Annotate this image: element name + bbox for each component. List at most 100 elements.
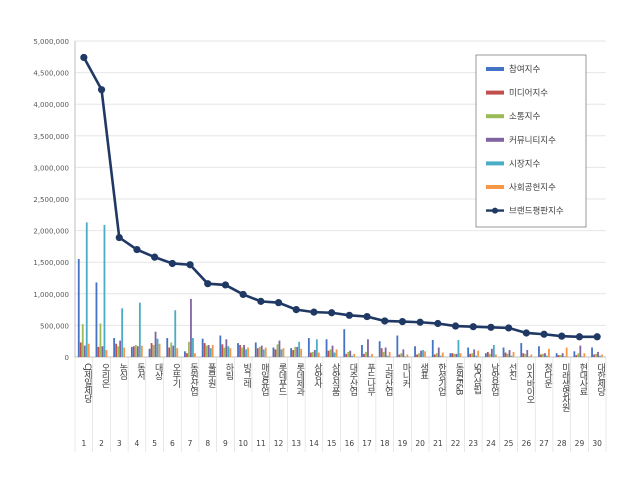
line-point [310, 308, 318, 316]
y-tick-label: 5,000,000 [33, 38, 69, 46]
rank-label: 13 [291, 439, 301, 448]
bar [591, 347, 593, 357]
bar [349, 350, 352, 357]
bar [130, 346, 133, 357]
rank-label: 22 [451, 439, 461, 448]
bar [241, 347, 243, 357]
bar [313, 350, 316, 357]
bar [188, 341, 190, 357]
bar [221, 344, 224, 357]
bar [522, 353, 525, 357]
bar [369, 356, 371, 357]
category-label: 매일유업 [259, 363, 269, 396]
line-point [575, 333, 584, 341]
rank-label: 29 [575, 439, 585, 448]
bar [282, 348, 285, 357]
bar [524, 353, 527, 357]
legend-label: 소통지수 [509, 112, 540, 122]
rank-label: 30 [592, 439, 602, 448]
bar [87, 343, 90, 357]
bar [333, 352, 336, 357]
bar [258, 346, 261, 357]
bar [105, 350, 108, 357]
category-label: 동원산업 [188, 363, 198, 396]
line-point [434, 319, 442, 328]
bar [329, 349, 332, 357]
bar [209, 348, 212, 357]
bar [601, 354, 603, 357]
bar [132, 346, 135, 357]
bar [486, 351, 489, 357]
category-label: 삼양사 [312, 363, 322, 389]
bar [237, 343, 239, 357]
category-label: 동서 [135, 363, 145, 381]
rank-label: 8 [205, 439, 210, 448]
bar [378, 341, 381, 357]
bar [154, 331, 157, 357]
bar [186, 353, 188, 357]
bar [205, 345, 208, 357]
bar [538, 346, 540, 357]
bar [455, 353, 458, 357]
bar [418, 353, 420, 357]
bar [260, 345, 263, 357]
bar [170, 342, 173, 357]
y-tick-label: 3,500,000 [33, 133, 69, 141]
bar [345, 353, 348, 357]
bar [396, 335, 399, 357]
bar [471, 353, 474, 357]
line-point [363, 312, 371, 321]
legend-label: 커뮤니티지수 [509, 135, 556, 146]
category-label: 오뚜기 [170, 363, 180, 389]
bar [156, 338, 159, 357]
bar [243, 344, 245, 357]
bar [506, 353, 509, 357]
line-point [451, 322, 460, 330]
category-label: 동원F&B [454, 363, 464, 395]
bar [351, 355, 354, 357]
bar [492, 344, 495, 357]
bar [420, 350, 422, 357]
bar [542, 353, 544, 357]
line-point [133, 245, 141, 254]
bar [477, 350, 480, 357]
bar [103, 224, 106, 357]
bar [561, 353, 564, 357]
bar [380, 348, 383, 357]
bar [512, 351, 515, 357]
legend-marker [492, 207, 498, 214]
y-tick-label: 4,000,000 [33, 101, 69, 109]
bar [325, 339, 328, 357]
bar [311, 351, 314, 357]
rank-label: 19 [398, 439, 408, 448]
bar [382, 351, 385, 357]
bar [296, 346, 299, 357]
category-label: 샘표 [418, 363, 428, 379]
bar [579, 345, 582, 357]
bar [528, 356, 531, 357]
rank-label: 16 [345, 439, 355, 448]
bar [300, 348, 303, 357]
bar [201, 338, 204, 357]
category-label: 하림 [223, 363, 233, 380]
bar [83, 345, 86, 357]
bar [207, 344, 210, 357]
line-point [151, 253, 159, 261]
bar [459, 353, 462, 357]
line-point [204, 280, 212, 288]
line-point [115, 233, 123, 242]
rank-label: 15 [327, 439, 337, 448]
legend-swatch [486, 90, 504, 95]
bar [194, 353, 196, 357]
y-tick-label: 2,500,000 [33, 196, 69, 204]
bar [467, 347, 470, 357]
rank-label: 10 [238, 439, 248, 448]
rank-label: 26 [522, 439, 532, 448]
category-label: 현대사료 [577, 363, 587, 395]
bar [335, 349, 338, 357]
category-label: 푸드나무 [365, 363, 375, 397]
bar [190, 298, 192, 357]
y-tick-label: 2,000,000 [33, 228, 69, 236]
bar [573, 351, 576, 357]
bar [402, 349, 405, 357]
